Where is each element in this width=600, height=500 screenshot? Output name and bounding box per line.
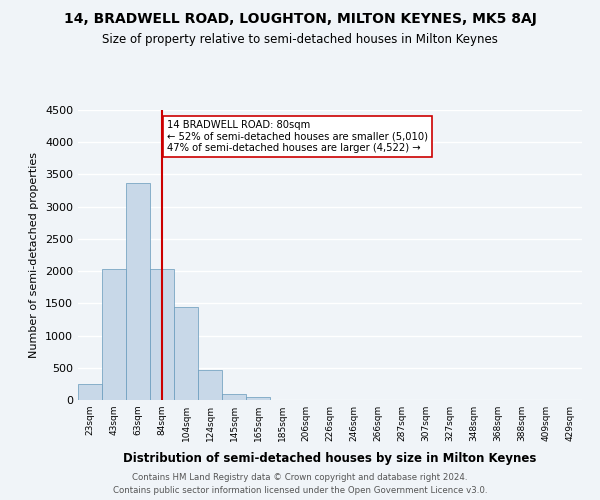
- Bar: [198, 370, 222, 400]
- Y-axis label: Number of semi-detached properties: Number of semi-detached properties: [29, 152, 40, 358]
- Bar: [102, 269, 126, 400]
- Text: Size of property relative to semi-detached houses in Milton Keynes: Size of property relative to semi-detach…: [102, 32, 498, 46]
- Bar: [174, 306, 198, 400]
- Bar: [246, 397, 270, 400]
- Bar: [222, 394, 246, 400]
- Text: 14, BRADWELL ROAD, LOUGHTON, MILTON KEYNES, MK5 8AJ: 14, BRADWELL ROAD, LOUGHTON, MILTON KEYN…: [64, 12, 536, 26]
- Bar: [78, 384, 102, 400]
- Text: Contains HM Land Registry data © Crown copyright and database right 2024.: Contains HM Land Registry data © Crown c…: [132, 472, 468, 482]
- X-axis label: Distribution of semi-detached houses by size in Milton Keynes: Distribution of semi-detached houses by …: [124, 452, 536, 466]
- Text: Contains public sector information licensed under the Open Government Licence v3: Contains public sector information licen…: [113, 486, 487, 495]
- Text: 14 BRADWELL ROAD: 80sqm
← 52% of semi-detached houses are smaller (5,010)
47% of: 14 BRADWELL ROAD: 80sqm ← 52% of semi-de…: [167, 120, 428, 153]
- Bar: [126, 183, 150, 400]
- Bar: [150, 269, 174, 400]
